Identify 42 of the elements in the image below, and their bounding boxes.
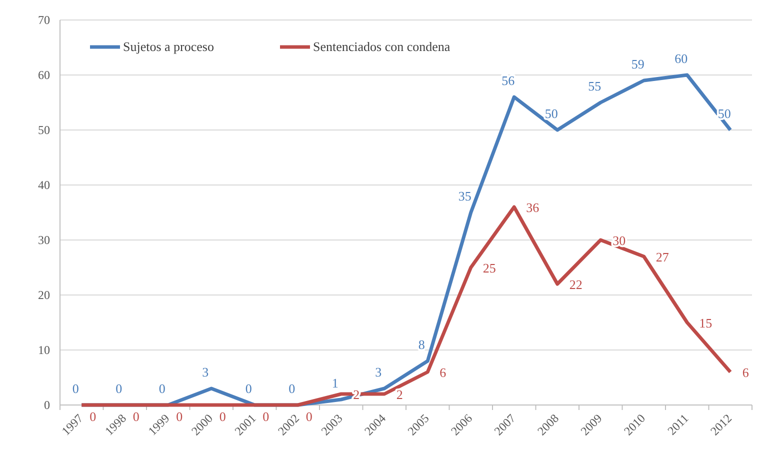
data-label: 50 (544, 106, 558, 121)
data-label: 3 (375, 364, 382, 380)
data-label: 0 (132, 409, 140, 424)
data-label: 0 (158, 381, 166, 396)
y-tick-label: 60 (38, 68, 50, 82)
data-label: 0 (306, 409, 312, 424)
y-tick-label: 30 (38, 233, 50, 247)
data-label: 1 (332, 376, 338, 390)
data-label: 3 (202, 364, 209, 380)
y-tick-label: 50 (38, 123, 50, 137)
data-label: 0 (219, 409, 226, 424)
data-label: 6 (742, 365, 750, 380)
data-label: 55 (588, 78, 602, 94)
data-label: 0 (288, 381, 296, 396)
line-series (80, 205, 732, 407)
data-label: 50 (718, 106, 731, 121)
data-label: 2 (396, 387, 403, 402)
y-tick-label: 20 (38, 288, 50, 302)
data-label: 8 (418, 337, 425, 352)
y-tick-label: 70 (38, 13, 50, 27)
data-label: 0 (116, 381, 122, 396)
data-label: 27 (656, 250, 670, 264)
data-label: 0 (262, 409, 270, 424)
data-label: 0 (176, 409, 183, 424)
legend-label: Sentenciados con condena (313, 39, 450, 54)
data-label: 35 (458, 188, 472, 204)
data-label: 30 (612, 233, 626, 248)
data-label: 59 (631, 56, 644, 72)
data-label: 36 (526, 200, 540, 215)
y-tick-label: 0 (44, 398, 50, 412)
data-label: 60 (674, 51, 688, 66)
y-tick-label: 10 (38, 343, 50, 357)
data-label: 22 (569, 277, 582, 292)
legend-label: Sujetos a proceso (123, 39, 214, 54)
data-label: 0 (72, 381, 79, 396)
data-label: 15 (699, 316, 712, 330)
data-label: 56 (502, 73, 516, 88)
y-tick-label: 40 (38, 178, 50, 192)
data-label: 0 (245, 381, 252, 396)
data-label: 25 (482, 260, 496, 276)
data-label: 0 (90, 409, 96, 424)
data-label: 6 (440, 365, 447, 380)
